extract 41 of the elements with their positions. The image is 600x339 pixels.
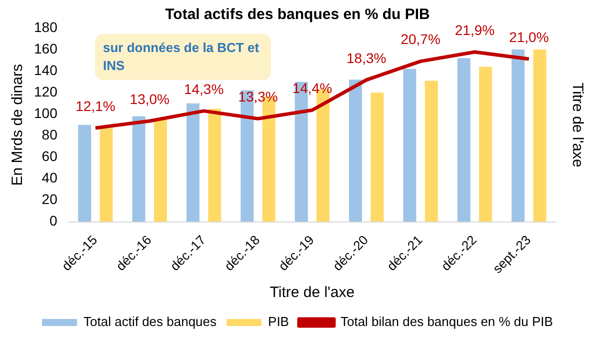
y-tick-label: 20 <box>42 191 58 208</box>
bar <box>424 80 438 222</box>
y-tick-label: 140 <box>34 62 58 78</box>
bar <box>100 128 113 222</box>
bar <box>208 108 222 222</box>
bar <box>479 66 492 222</box>
legend-label: PIB <box>268 314 289 330</box>
bar <box>403 68 416 222</box>
data-label: 12,1% <box>76 98 116 114</box>
y-tick-label: 0 <box>50 212 58 229</box>
y-tick-label: 120 <box>34 83 58 100</box>
legend-label: Total actif des banques <box>84 314 218 330</box>
bar <box>78 124 92 222</box>
y-tick-label: 80 <box>42 126 58 142</box>
legend-label: Total bilan des banques en % du PIB <box>340 314 553 330</box>
data-label: 14,4% <box>292 80 332 96</box>
bar <box>457 58 470 222</box>
bar <box>533 50 546 222</box>
bar <box>132 116 146 222</box>
y-tick-label: 100 <box>34 104 58 121</box>
bar <box>370 92 384 222</box>
data-label: 13,0% <box>130 90 170 107</box>
y-tick-label: 40 <box>42 170 58 186</box>
data-label: 13,3% <box>238 88 278 105</box>
bar <box>512 50 525 222</box>
data-label: 21,0% <box>509 28 549 45</box>
chart-title: Total actifs des banques en % du PIB <box>165 6 430 24</box>
bar <box>349 80 362 222</box>
y-tick-label: 160 <box>34 40 58 56</box>
bar <box>186 103 200 222</box>
data-label: 18,3% <box>346 50 386 66</box>
data-label: 14,3% <box>184 80 224 97</box>
y-tick-label: 60 <box>42 148 58 164</box>
y2-axis-title: Titre de l'axe <box>568 82 586 168</box>
x-axis-title: Titre de l'axe <box>270 284 355 302</box>
data-label: 21,9% <box>454 22 495 38</box>
note-panel: sur données de la BCT et INS <box>95 34 271 80</box>
bar <box>154 119 167 222</box>
data-label: 20,7% <box>400 31 440 48</box>
y-tick-label: 180 <box>34 18 58 35</box>
y-axis-title: En Mrds de dinars <box>9 64 26 186</box>
